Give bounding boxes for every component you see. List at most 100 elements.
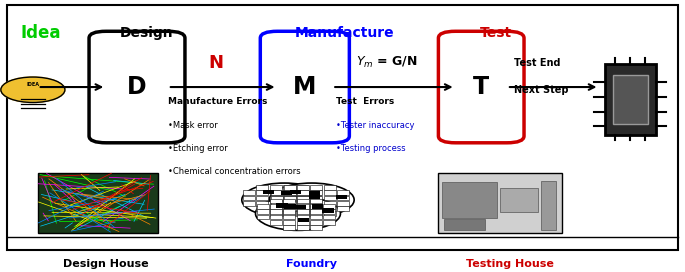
FancyBboxPatch shape bbox=[243, 201, 255, 206]
Text: •Testing process: •Testing process bbox=[336, 144, 406, 153]
Text: Test: Test bbox=[479, 26, 512, 40]
FancyBboxPatch shape bbox=[270, 212, 282, 216]
FancyBboxPatch shape bbox=[297, 201, 309, 206]
FancyBboxPatch shape bbox=[310, 220, 322, 225]
FancyBboxPatch shape bbox=[284, 225, 295, 230]
FancyBboxPatch shape bbox=[257, 204, 269, 209]
Text: •Etching error: •Etching error bbox=[168, 144, 227, 153]
Text: D: D bbox=[127, 75, 147, 99]
Text: T: T bbox=[473, 75, 489, 99]
Text: Test  Errors: Test Errors bbox=[336, 97, 394, 106]
FancyBboxPatch shape bbox=[310, 196, 321, 200]
FancyBboxPatch shape bbox=[297, 206, 309, 211]
Text: •Chemical concentration errors: •Chemical concentration errors bbox=[168, 167, 301, 176]
FancyBboxPatch shape bbox=[297, 204, 309, 209]
FancyBboxPatch shape bbox=[256, 201, 269, 206]
FancyBboxPatch shape bbox=[283, 212, 295, 216]
Text: $Y_m$ = G/N: $Y_m$ = G/N bbox=[356, 55, 418, 70]
FancyBboxPatch shape bbox=[310, 190, 321, 195]
FancyBboxPatch shape bbox=[290, 190, 301, 194]
FancyBboxPatch shape bbox=[284, 199, 295, 203]
FancyBboxPatch shape bbox=[243, 190, 255, 195]
FancyBboxPatch shape bbox=[312, 204, 323, 209]
FancyBboxPatch shape bbox=[323, 208, 334, 213]
FancyBboxPatch shape bbox=[308, 191, 320, 195]
FancyBboxPatch shape bbox=[323, 196, 336, 200]
FancyBboxPatch shape bbox=[323, 206, 336, 211]
FancyBboxPatch shape bbox=[310, 201, 323, 206]
FancyBboxPatch shape bbox=[297, 225, 309, 230]
FancyBboxPatch shape bbox=[271, 201, 282, 206]
FancyBboxPatch shape bbox=[284, 206, 296, 211]
FancyBboxPatch shape bbox=[296, 212, 308, 216]
Text: Design House: Design House bbox=[64, 259, 149, 269]
FancyBboxPatch shape bbox=[271, 190, 282, 195]
FancyBboxPatch shape bbox=[284, 209, 295, 214]
FancyBboxPatch shape bbox=[323, 185, 336, 190]
FancyBboxPatch shape bbox=[270, 199, 282, 203]
FancyBboxPatch shape bbox=[310, 185, 323, 190]
FancyBboxPatch shape bbox=[438, 31, 524, 143]
Text: Testing House: Testing House bbox=[466, 259, 554, 269]
FancyBboxPatch shape bbox=[257, 215, 269, 219]
FancyBboxPatch shape bbox=[284, 190, 296, 195]
FancyBboxPatch shape bbox=[297, 185, 309, 190]
FancyBboxPatch shape bbox=[270, 220, 282, 225]
FancyBboxPatch shape bbox=[309, 195, 320, 199]
Text: Test End: Test End bbox=[514, 58, 560, 67]
FancyBboxPatch shape bbox=[310, 206, 321, 211]
Text: N: N bbox=[208, 54, 223, 72]
FancyBboxPatch shape bbox=[541, 181, 556, 230]
FancyBboxPatch shape bbox=[337, 201, 349, 206]
FancyBboxPatch shape bbox=[270, 215, 282, 219]
FancyBboxPatch shape bbox=[89, 31, 185, 143]
Text: Idea: Idea bbox=[21, 24, 61, 42]
FancyBboxPatch shape bbox=[270, 196, 282, 200]
FancyBboxPatch shape bbox=[323, 220, 335, 225]
Text: •Mask error: •Mask error bbox=[168, 121, 218, 130]
FancyBboxPatch shape bbox=[284, 215, 295, 219]
FancyBboxPatch shape bbox=[270, 204, 282, 209]
FancyBboxPatch shape bbox=[296, 190, 308, 195]
FancyBboxPatch shape bbox=[613, 75, 648, 124]
FancyBboxPatch shape bbox=[323, 190, 336, 195]
FancyBboxPatch shape bbox=[283, 196, 295, 200]
FancyBboxPatch shape bbox=[262, 190, 274, 194]
Text: Design: Design bbox=[120, 26, 173, 40]
FancyBboxPatch shape bbox=[337, 206, 349, 211]
FancyBboxPatch shape bbox=[336, 195, 347, 199]
FancyBboxPatch shape bbox=[256, 206, 269, 211]
FancyBboxPatch shape bbox=[243, 196, 255, 200]
Circle shape bbox=[1, 77, 65, 103]
FancyBboxPatch shape bbox=[310, 201, 321, 206]
FancyBboxPatch shape bbox=[7, 5, 678, 250]
FancyBboxPatch shape bbox=[310, 209, 322, 214]
FancyBboxPatch shape bbox=[323, 215, 335, 219]
FancyBboxPatch shape bbox=[297, 209, 309, 214]
FancyBboxPatch shape bbox=[310, 225, 322, 230]
FancyBboxPatch shape bbox=[337, 196, 349, 200]
FancyBboxPatch shape bbox=[284, 196, 296, 200]
FancyBboxPatch shape bbox=[256, 196, 269, 200]
FancyBboxPatch shape bbox=[295, 205, 306, 209]
FancyBboxPatch shape bbox=[310, 204, 322, 209]
FancyBboxPatch shape bbox=[256, 185, 269, 190]
FancyBboxPatch shape bbox=[323, 209, 335, 214]
FancyBboxPatch shape bbox=[310, 199, 322, 203]
FancyBboxPatch shape bbox=[297, 220, 309, 225]
FancyBboxPatch shape bbox=[257, 209, 269, 214]
FancyBboxPatch shape bbox=[296, 201, 308, 206]
FancyBboxPatch shape bbox=[270, 190, 282, 195]
FancyBboxPatch shape bbox=[605, 64, 656, 135]
FancyBboxPatch shape bbox=[296, 185, 308, 190]
FancyBboxPatch shape bbox=[271, 196, 282, 200]
FancyBboxPatch shape bbox=[284, 201, 296, 206]
FancyBboxPatch shape bbox=[270, 206, 282, 211]
Text: Next Step: Next Step bbox=[514, 85, 569, 95]
FancyBboxPatch shape bbox=[283, 185, 295, 190]
FancyBboxPatch shape bbox=[297, 199, 309, 203]
Text: IDEA: IDEA bbox=[27, 82, 39, 87]
FancyBboxPatch shape bbox=[323, 204, 335, 209]
FancyBboxPatch shape bbox=[337, 190, 349, 195]
FancyBboxPatch shape bbox=[270, 201, 282, 206]
